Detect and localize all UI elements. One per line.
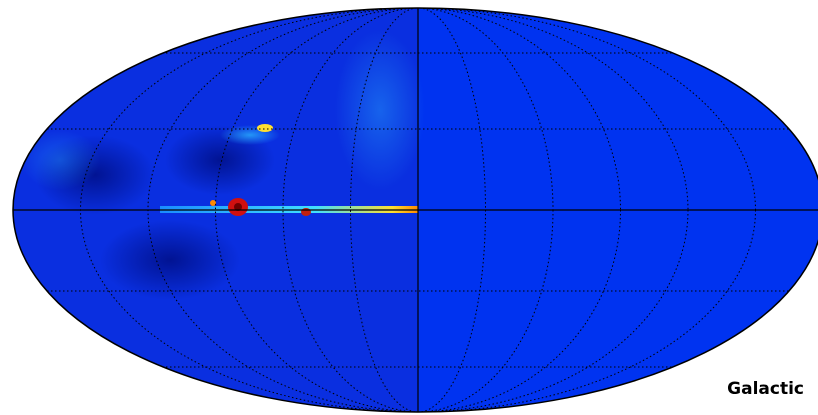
coordinate-label: Galactic <box>727 379 804 399</box>
dark-region <box>100 220 240 300</box>
bright-spot <box>257 124 273 132</box>
loop-emission <box>335 30 425 190</box>
sky-map-view: Galactic <box>0 0 818 415</box>
diffuse-emission <box>20 130 100 190</box>
bright-source <box>301 208 311 216</box>
mollweide-map <box>0 0 818 415</box>
